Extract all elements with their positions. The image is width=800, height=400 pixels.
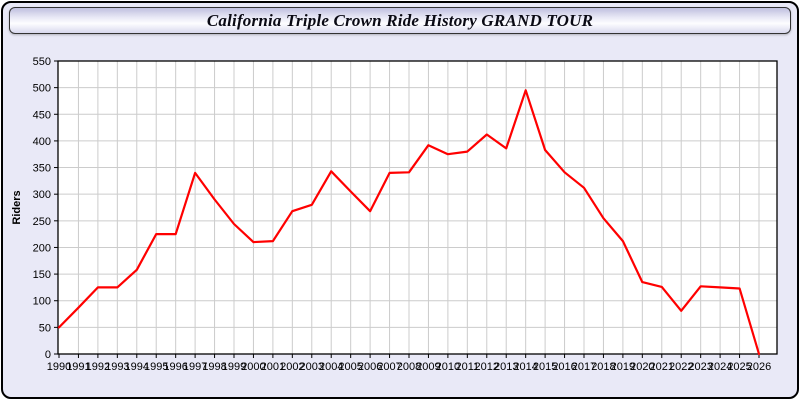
title-bar: California Triple Crown Ride History GRA…: [9, 7, 791, 34]
x-tick-label: 2023: [688, 361, 712, 373]
y-tick-label: 150: [33, 269, 51, 281]
x-tick-label: 2026: [747, 361, 771, 373]
x-tick-label: 2005: [338, 361, 362, 373]
x-tick-label: 2014: [513, 361, 537, 373]
x-tick-label: 2001: [261, 361, 285, 373]
y-tick-label: 350: [33, 163, 51, 175]
x-tick-label: 2011: [456, 361, 480, 373]
y-tick-label: 400: [33, 136, 51, 148]
grid-lines: [58, 60, 777, 354]
x-tick-label: 1997: [183, 361, 207, 373]
plot-background: [58, 61, 777, 354]
x-tick-label: 2008: [397, 361, 421, 373]
y-axis: 0 50 100 150 200 250 300 350 400 450 500 550: [33, 56, 58, 361]
x-tick-label: 2017: [572, 361, 596, 373]
x-tick-label: 2012: [475, 361, 499, 373]
x-tick-label: 1992: [86, 361, 110, 373]
y-tick-label: 550: [33, 56, 51, 68]
x-tick-label: 2013: [494, 361, 518, 373]
x-tick-label: 2002: [280, 361, 304, 373]
x-tick-label: 2006: [358, 361, 382, 373]
y-tick-label: 500: [33, 83, 51, 95]
y-tick-label: 300: [33, 189, 51, 201]
x-tick-label: 2010: [436, 361, 460, 373]
x-tick-label: 1993: [105, 361, 129, 373]
line-chart: 0501001502002503003504004505005501990199…: [11, 56, 778, 373]
x-tick-label: 1990: [47, 361, 71, 373]
x-tick-label: 1996: [163, 361, 187, 373]
x-tick-label: 2004: [319, 361, 343, 373]
y-tick-label: 0: [45, 349, 51, 361]
x-tick-label: 1995: [144, 361, 168, 373]
x-tick-label: 1991: [66, 361, 90, 373]
x-tick-label: 1994: [125, 361, 149, 373]
y-tick-label: 250: [33, 216, 51, 228]
x-tick-label: 2020: [630, 361, 654, 373]
x-tick-label: 2018: [591, 361, 615, 373]
x-axis: 1990199119921993199419951996199719981999…: [47, 354, 771, 373]
x-tick-label: 2007: [377, 361, 401, 373]
y-tick-label: 100: [33, 296, 51, 308]
x-tick-label: 2019: [611, 361, 635, 373]
x-tick-label: 2021: [650, 361, 674, 373]
x-tick-label: 2000: [241, 361, 265, 373]
y-axis-label: Riders: [11, 190, 23, 224]
x-tick-label: 2024: [708, 361, 732, 373]
chart-title: California Triple Crown Ride History GRA…: [206, 10, 594, 30]
x-tick-label: 2025: [727, 361, 751, 373]
x-tick-label: 2009: [416, 361, 440, 373]
data-series-riders: [57, 89, 761, 356]
x-tick-label: 1998: [202, 361, 226, 373]
plot-border: [57, 60, 778, 355]
y-tick-label: 50: [39, 322, 51, 334]
x-tick-label: 2022: [669, 361, 693, 373]
y-tick-label: 200: [33, 242, 51, 254]
x-tick-label: 1999: [222, 361, 246, 373]
x-tick-label: 2016: [552, 361, 576, 373]
y-tick-label: 450: [33, 109, 51, 121]
x-tick-label: 2015: [533, 361, 557, 373]
x-tick-label: 2003: [300, 361, 324, 373]
